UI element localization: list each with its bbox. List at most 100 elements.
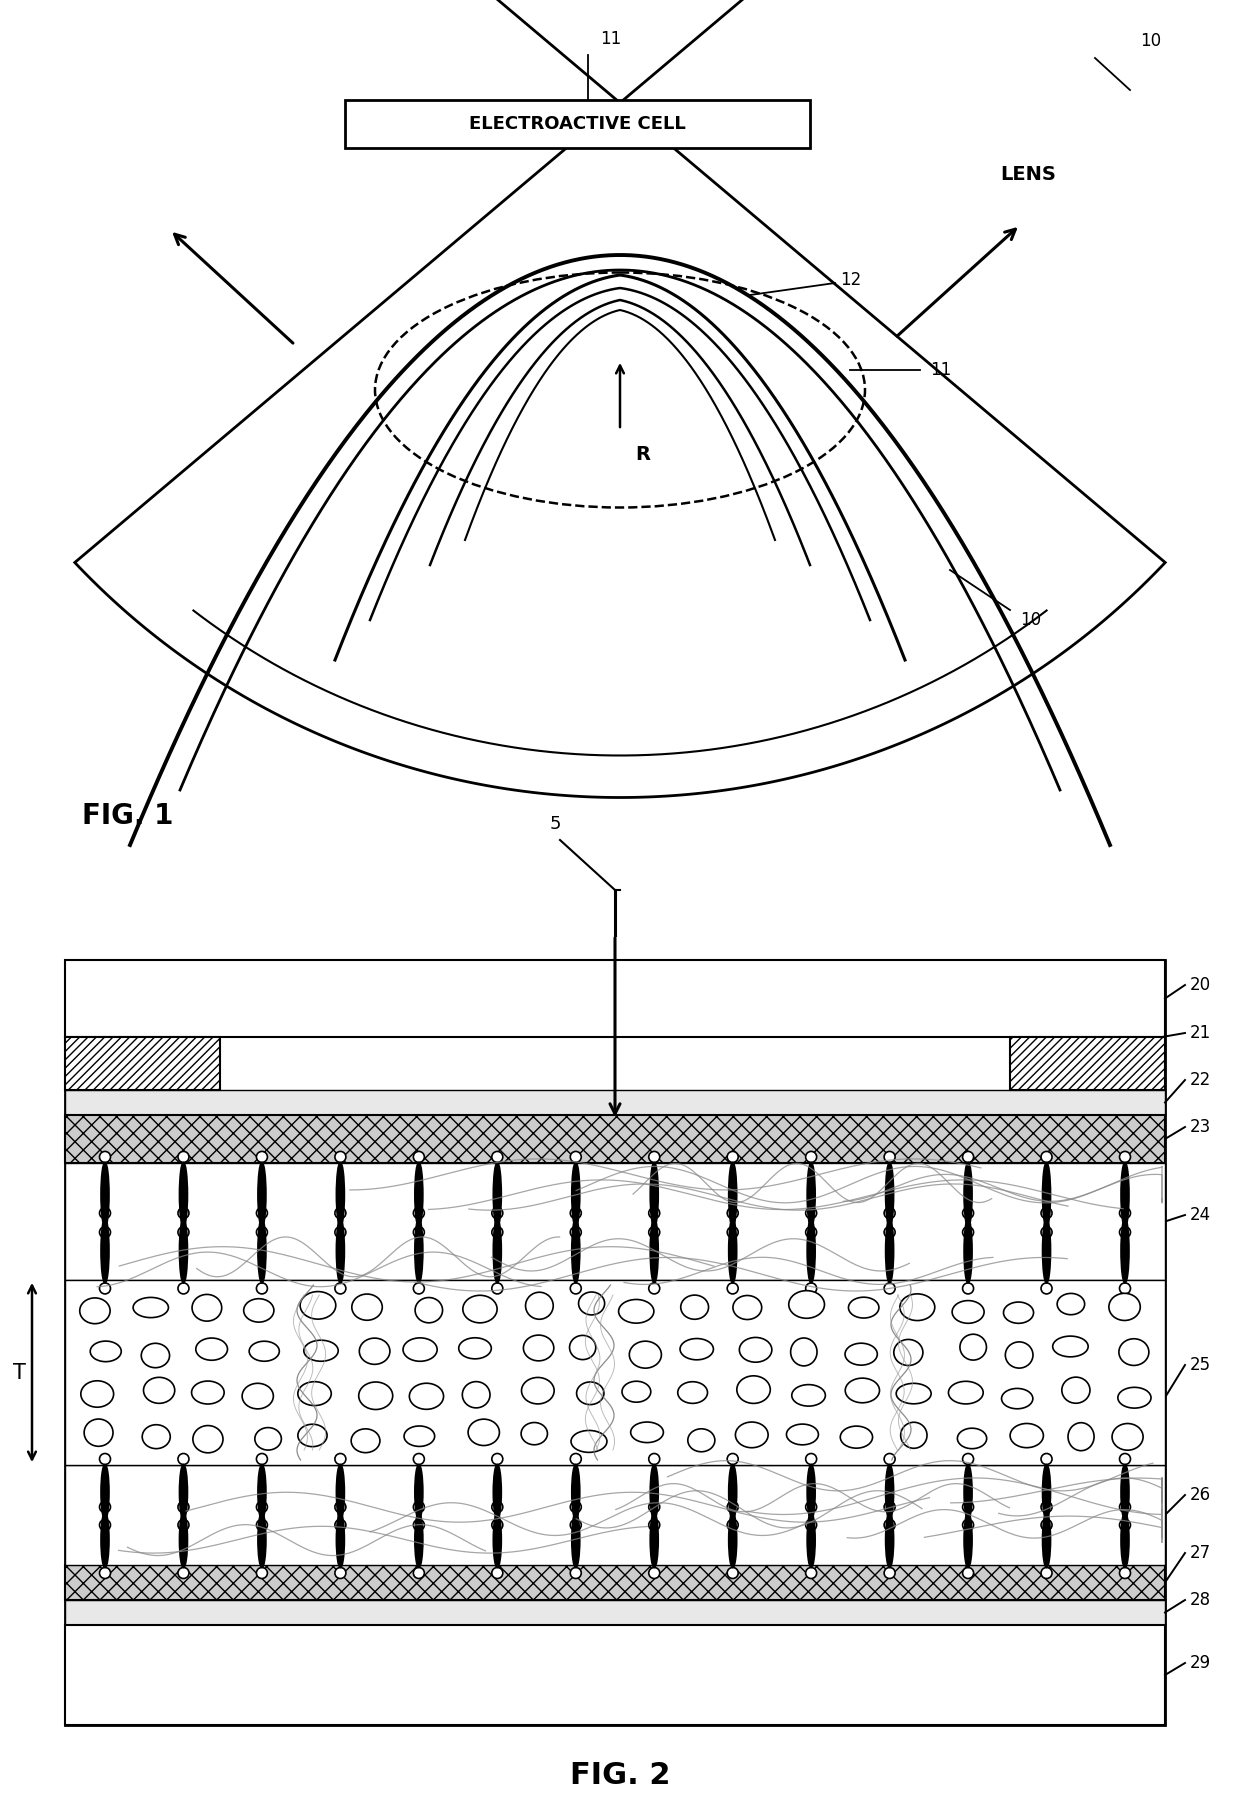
Ellipse shape: [577, 1383, 604, 1405]
Ellipse shape: [952, 1301, 985, 1323]
Ellipse shape: [884, 1453, 895, 1464]
Ellipse shape: [884, 1520, 895, 1531]
Ellipse shape: [1120, 1502, 1131, 1513]
Ellipse shape: [413, 1207, 424, 1218]
Ellipse shape: [415, 1298, 443, 1323]
Text: 5: 5: [549, 814, 560, 833]
Ellipse shape: [630, 1341, 661, 1368]
Ellipse shape: [179, 1453, 188, 1464]
Ellipse shape: [413, 1567, 424, 1578]
Ellipse shape: [570, 1207, 582, 1218]
Text: 27: 27: [1190, 1544, 1211, 1562]
Ellipse shape: [1042, 1520, 1052, 1531]
Ellipse shape: [727, 1283, 738, 1294]
Ellipse shape: [99, 1151, 110, 1162]
Ellipse shape: [786, 1424, 818, 1444]
Ellipse shape: [631, 1423, 663, 1443]
Ellipse shape: [415, 1162, 423, 1227]
Ellipse shape: [1120, 1567, 1131, 1578]
Ellipse shape: [949, 1381, 983, 1405]
Ellipse shape: [1043, 1464, 1050, 1520]
Ellipse shape: [1118, 1339, 1149, 1365]
Ellipse shape: [1109, 1294, 1141, 1321]
Ellipse shape: [1121, 1162, 1128, 1227]
Ellipse shape: [415, 1513, 423, 1567]
Ellipse shape: [403, 1338, 438, 1361]
Ellipse shape: [257, 1151, 268, 1162]
Ellipse shape: [650, 1218, 658, 1283]
Ellipse shape: [192, 1294, 222, 1321]
Ellipse shape: [1002, 1388, 1033, 1408]
Ellipse shape: [650, 1162, 658, 1227]
Ellipse shape: [1042, 1227, 1052, 1238]
Ellipse shape: [649, 1227, 660, 1238]
Ellipse shape: [963, 1218, 972, 1283]
Ellipse shape: [141, 1343, 170, 1368]
Ellipse shape: [649, 1207, 660, 1218]
Ellipse shape: [492, 1567, 502, 1578]
Ellipse shape: [806, 1283, 817, 1294]
Ellipse shape: [1058, 1294, 1085, 1314]
Ellipse shape: [298, 1424, 327, 1446]
Ellipse shape: [1042, 1151, 1052, 1162]
Ellipse shape: [739, 1338, 771, 1363]
Ellipse shape: [492, 1502, 502, 1513]
Bar: [64, 1600, 1166, 1625]
Ellipse shape: [806, 1502, 817, 1513]
Ellipse shape: [807, 1464, 815, 1520]
Ellipse shape: [572, 1513, 580, 1567]
Ellipse shape: [463, 1296, 497, 1323]
Ellipse shape: [99, 1453, 110, 1464]
Text: LENS: LENS: [999, 165, 1056, 185]
Text: 10: 10: [1140, 33, 1161, 51]
Ellipse shape: [572, 1162, 580, 1227]
Ellipse shape: [258, 1218, 265, 1283]
Ellipse shape: [727, 1453, 738, 1464]
Bar: [64, 1280, 1166, 1464]
Text: R: R: [635, 445, 650, 463]
Ellipse shape: [360, 1338, 389, 1365]
Text: 12: 12: [839, 272, 862, 290]
Ellipse shape: [735, 1423, 768, 1448]
Ellipse shape: [258, 1464, 265, 1520]
Ellipse shape: [727, 1207, 738, 1218]
Ellipse shape: [570, 1151, 582, 1162]
Ellipse shape: [1112, 1423, 1143, 1450]
Ellipse shape: [352, 1294, 382, 1319]
Ellipse shape: [179, 1151, 188, 1162]
Ellipse shape: [844, 1343, 878, 1365]
Ellipse shape: [1042, 1283, 1052, 1294]
Ellipse shape: [180, 1464, 187, 1520]
Ellipse shape: [79, 1298, 110, 1323]
Ellipse shape: [1121, 1464, 1128, 1520]
Ellipse shape: [885, 1162, 894, 1227]
Ellipse shape: [1011, 1423, 1043, 1448]
Ellipse shape: [1042, 1207, 1052, 1218]
Polygon shape: [74, 0, 1166, 798]
Ellipse shape: [244, 1300, 274, 1321]
Ellipse shape: [335, 1520, 346, 1531]
Ellipse shape: [1043, 1162, 1050, 1227]
Ellipse shape: [884, 1283, 895, 1294]
Ellipse shape: [492, 1520, 502, 1531]
Ellipse shape: [91, 1341, 122, 1361]
Ellipse shape: [413, 1502, 424, 1513]
Ellipse shape: [1043, 1218, 1050, 1283]
Ellipse shape: [249, 1341, 279, 1361]
Ellipse shape: [257, 1283, 268, 1294]
Ellipse shape: [806, 1520, 817, 1531]
Ellipse shape: [737, 1376, 770, 1403]
Ellipse shape: [650, 1513, 658, 1567]
Bar: [64, 1625, 1166, 1725]
Ellipse shape: [144, 1377, 175, 1403]
Ellipse shape: [649, 1520, 660, 1531]
Ellipse shape: [336, 1162, 345, 1227]
Ellipse shape: [257, 1453, 268, 1464]
Ellipse shape: [133, 1298, 169, 1318]
Ellipse shape: [336, 1513, 345, 1567]
Ellipse shape: [650, 1464, 658, 1520]
Ellipse shape: [358, 1383, 393, 1410]
Ellipse shape: [807, 1513, 815, 1567]
Ellipse shape: [570, 1430, 606, 1452]
Ellipse shape: [415, 1218, 423, 1283]
